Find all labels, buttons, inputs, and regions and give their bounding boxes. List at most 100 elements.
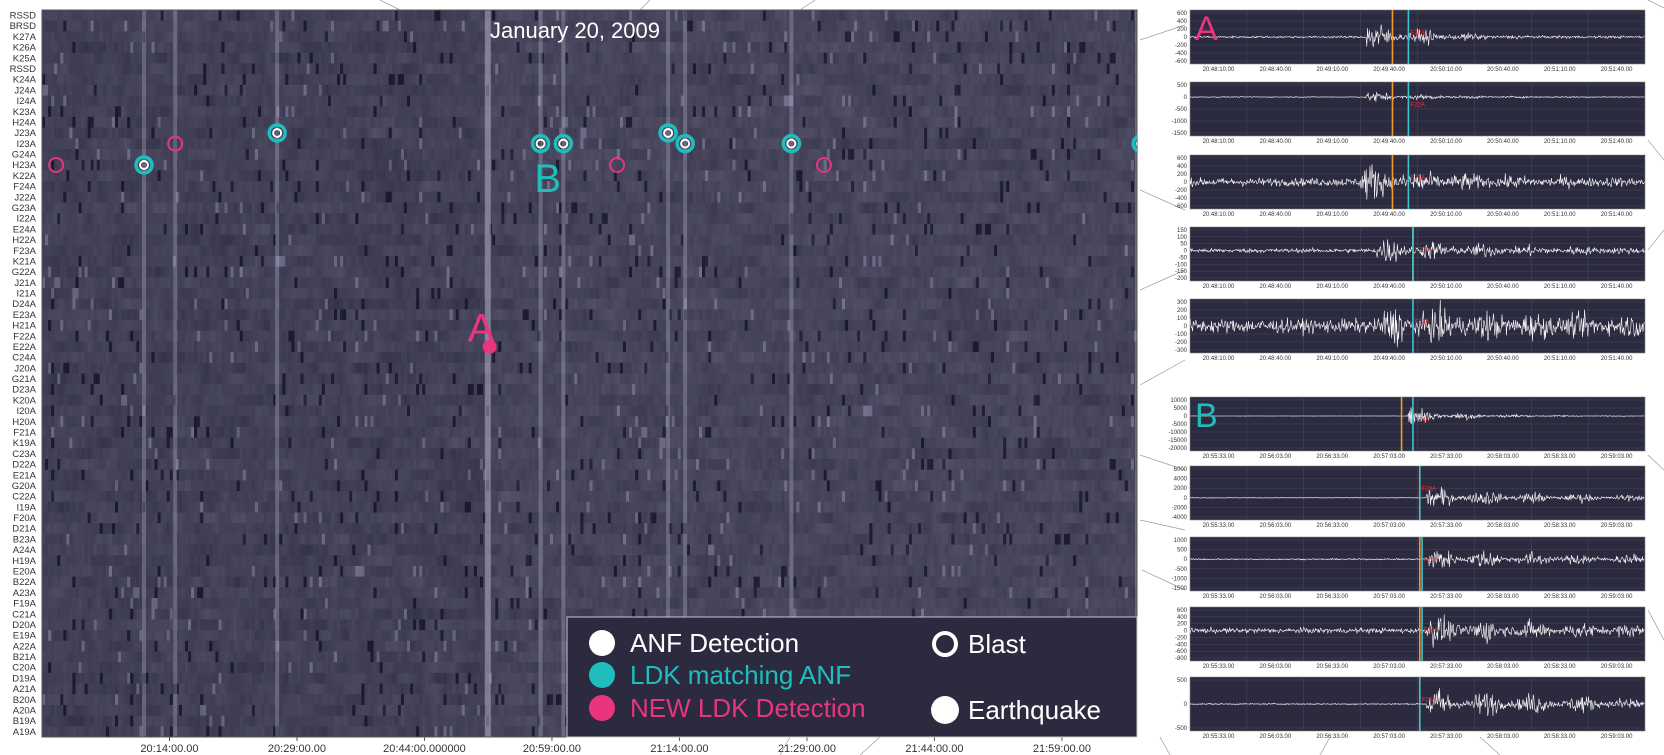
heatmap-cell — [394, 95, 399, 107]
heatmap-cell — [480, 84, 484, 96]
heatmap-cell — [665, 42, 669, 54]
heatmap-cell — [598, 52, 603, 64]
heatmap-cell — [215, 20, 219, 32]
heatmap-cell — [51, 52, 55, 64]
heatmap-cell — [963, 52, 968, 64]
heatmap-cell — [991, 42, 995, 54]
heatmap-cell — [388, 116, 393, 128]
heatmap-cell — [1015, 116, 1019, 128]
heatmap-cell — [203, 138, 207, 150]
heatmap-cell — [656, 20, 660, 32]
heatmap-cell — [96, 95, 101, 107]
heatmap-cell — [966, 20, 971, 32]
heatmap-cell — [486, 42, 490, 54]
heatmap-cell — [692, 63, 697, 75]
heatmap-cell — [133, 52, 137, 64]
heatmap-cell — [312, 31, 317, 43]
heatmap-cell — [361, 84, 365, 96]
heatmap-cell — [784, 10, 788, 21]
heatmap-cell — [750, 127, 755, 139]
heatmap-cell — [838, 148, 843, 160]
heatmap-cell — [315, 95, 320, 107]
heatmap-cell — [434, 10, 438, 21]
heatmap-cell — [473, 148, 478, 160]
heatmap-cell — [960, 138, 965, 150]
heatmap-cell — [741, 42, 746, 54]
heatmap-cell — [686, 31, 691, 43]
heatmap-cell — [869, 42, 873, 54]
heatmap-cell — [127, 20, 131, 32]
heatmap-cell — [54, 10, 58, 21]
heatmap-cell — [881, 10, 885, 21]
heatmap-cell — [768, 10, 773, 21]
heatmap-cell — [890, 84, 895, 96]
heatmap-cell — [638, 95, 642, 107]
heatmap-cell — [63, 42, 67, 54]
heatmap-cell — [702, 10, 706, 21]
heatmap-cell — [540, 31, 545, 43]
heatmap-cell — [851, 138, 855, 150]
heatmap-cell — [835, 31, 840, 43]
heatmap-cell — [136, 10, 140, 21]
heatmap-cell — [264, 95, 268, 107]
heatmap-cell — [111, 148, 116, 160]
heatmap-cell — [598, 74, 603, 86]
heatmap-cell — [778, 63, 782, 75]
heatmap-cell — [650, 127, 654, 139]
heatmap-cell — [288, 148, 292, 160]
heatmap-cell — [714, 116, 718, 128]
heatmap-cell — [172, 95, 177, 107]
heatmap-cell — [178, 42, 183, 54]
heatmap-cell — [951, 116, 955, 128]
heatmap-cell — [148, 127, 152, 139]
heatmap-cell — [1021, 74, 1025, 86]
heatmap-cell — [580, 42, 584, 54]
heatmap-cell — [702, 95, 706, 107]
heatmap-cell — [1091, 127, 1095, 139]
heatmap-cell — [483, 31, 487, 43]
heatmap-cell — [224, 138, 228, 150]
heatmap-cell — [711, 138, 715, 150]
heatmap-cell — [875, 42, 879, 54]
heatmap-cell — [172, 138, 177, 150]
heatmap-cell — [267, 74, 271, 86]
heatmap-cell — [297, 31, 301, 43]
heatmap-cell — [99, 116, 104, 128]
heatmap-cell — [586, 63, 590, 75]
heatmap-cell — [1085, 52, 1089, 64]
heatmap-cell — [324, 106, 329, 118]
heatmap-cell — [257, 63, 262, 75]
heatmap-cell — [984, 42, 989, 54]
heatmap-cell — [504, 52, 508, 64]
heatmap-cell — [808, 106, 812, 118]
heatmap-cell — [957, 42, 961, 54]
heatmap-cell — [57, 148, 61, 160]
heatmap-cell — [184, 116, 189, 128]
heatmap-cell — [802, 148, 806, 160]
heatmap-cell — [464, 127, 469, 139]
heatmap-cell — [823, 116, 828, 128]
heatmap-cell — [559, 138, 563, 150]
heatmap-cell — [188, 106, 192, 118]
heatmap-cell — [361, 127, 365, 139]
heatmap-cell — [130, 138, 134, 150]
heatmap-cell — [851, 148, 855, 160]
heatmap-cell — [638, 127, 642, 139]
heatmap-cell — [574, 52, 578, 64]
heatmap-cell — [729, 84, 733, 96]
heatmap-cell — [857, 20, 861, 32]
heatmap-cell — [75, 74, 79, 86]
heatmap-cell — [218, 52, 222, 64]
heatmap-cell — [63, 10, 67, 21]
heatmap-cell — [626, 148, 630, 160]
heatmap-cell — [957, 138, 961, 150]
heatmap-cell — [1018, 63, 1022, 75]
heatmap-cell — [458, 106, 463, 118]
heatmap-cell — [470, 52, 475, 64]
heatmap-cell — [221, 10, 225, 21]
heatmap-cell — [1070, 10, 1074, 21]
heatmap-cell — [297, 63, 301, 75]
heatmap-cell — [574, 10, 578, 21]
heatmap-cell — [924, 84, 928, 96]
heatmap-cell — [391, 127, 396, 139]
